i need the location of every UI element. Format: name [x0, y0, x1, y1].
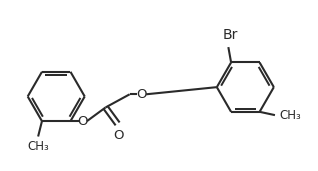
- Text: Br: Br: [222, 28, 238, 42]
- Text: O: O: [136, 88, 147, 101]
- Text: O: O: [77, 115, 88, 128]
- Text: CH₃: CH₃: [279, 109, 301, 122]
- Text: O: O: [113, 129, 123, 142]
- Text: CH₃: CH₃: [27, 140, 49, 153]
